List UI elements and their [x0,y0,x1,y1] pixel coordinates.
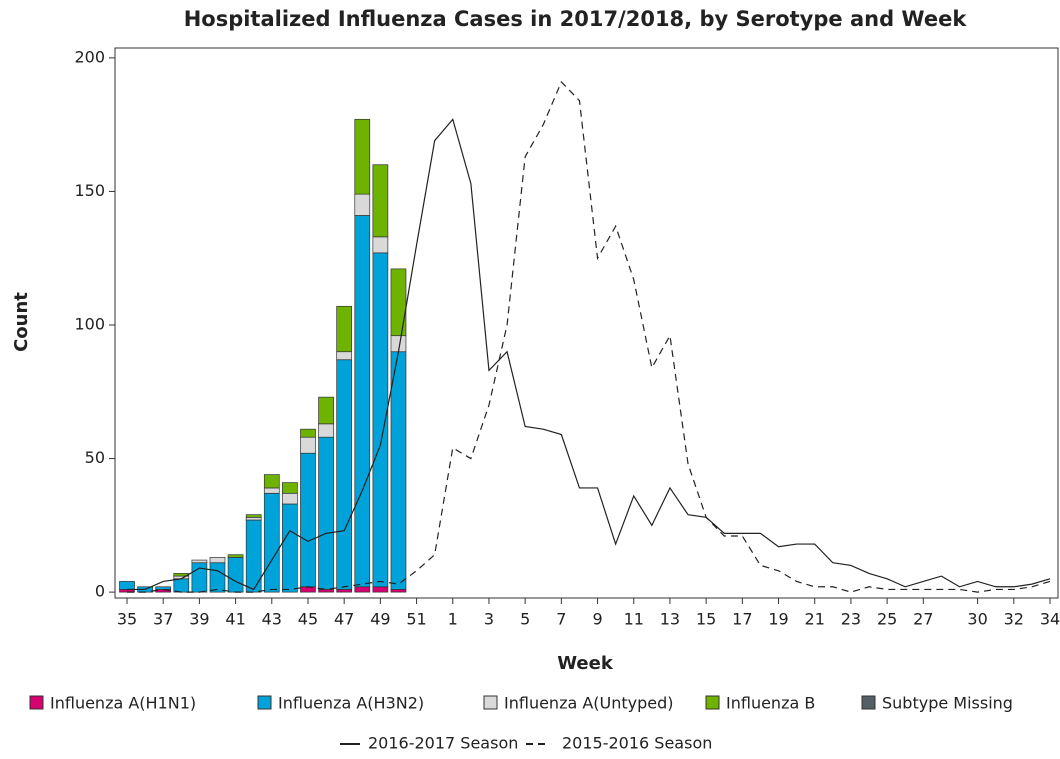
bar-segment [263,492,280,593]
x-tick-label: 13 [660,610,680,629]
bar-segment [390,351,407,590]
bar-segment [282,482,298,494]
bar-segment [191,559,208,564]
bar-segment [318,423,334,438]
legend-label: Subtype Missing [882,694,1013,713]
x-tick-label: 45 [298,610,318,629]
legend-label: Influenza A(H1N1) [50,694,196,713]
y-tick-label: 50 [85,448,105,467]
bar-segment [336,351,353,361]
legend-label: 2015-2016 Season [562,734,712,753]
x-tick-label: 7 [556,610,566,629]
bar-segment [390,268,407,337]
x-tick-label: 47 [334,610,354,629]
x-tick-label: 19 [768,610,788,629]
legend-swatch [257,695,272,710]
y-tick-label: 100 [74,315,105,334]
bar-segment [191,562,208,593]
bar-segment [372,236,389,254]
plot-frame [114,47,1059,599]
bar-segment [245,516,262,521]
bar-segment [318,436,334,590]
bar-segment [282,492,298,505]
x-tick-label: 34 [1040,610,1060,629]
bar-segment [300,428,316,438]
x-tick-label: 27 [913,610,933,629]
chart-title: Hospitalized Influenza Cases in 2017/201… [184,7,968,31]
x-tick-label: 5 [520,610,530,629]
bar-segment [372,586,389,593]
x-tick-label: 32 [1004,610,1024,629]
x-tick-label: 17 [732,610,752,629]
x-tick-label: 1 [448,610,458,629]
x-tick-label: 49 [370,610,390,629]
legend-label: 2016-2017 Season [368,734,518,753]
legend-label: Influenza B [726,694,815,713]
x-tick-label: 15 [696,610,716,629]
x-tick-label: 21 [805,610,825,629]
x-tick-label: 39 [189,610,209,629]
bar-segment [209,557,226,564]
bar-segment [263,487,280,494]
bar-segment [318,396,334,425]
bar-segment [354,215,371,588]
x-tick-label: 30 [967,610,987,629]
bar-segment [227,554,244,558]
legend-label: Influenza A(H3N2) [278,694,424,713]
legend-label: Influenza A(Untyped) [504,694,674,713]
x-tick-label: 3 [484,610,494,629]
x-tick-label: 51 [406,610,426,629]
bar-segment [209,562,226,593]
x-tick-label: 23 [841,610,861,629]
bar-segment [354,586,371,593]
x-tick-label: 43 [262,610,282,629]
legend-swatch [861,695,876,710]
bar-segment [119,581,135,590]
legend-swatch [29,695,44,710]
bar-segment [300,452,316,588]
bar-segment [354,118,371,195]
bar-segment [390,589,407,593]
x-axis-label: Week [557,653,614,674]
y-tick-label: 200 [74,47,105,66]
legend-swatch [483,695,498,710]
y-tick-label: 150 [74,181,105,200]
x-tick-label: 9 [592,610,602,629]
x-tick-label: 41 [225,610,245,629]
y-axis-label: Count [11,292,32,352]
bar-segment [354,193,371,216]
bar-segment [300,436,316,454]
bar-segment [227,557,244,593]
legend-swatch [705,695,720,710]
bar-segment [336,359,353,590]
bar-segment [336,305,353,353]
x-tick-label: 37 [153,610,173,629]
bar-segment [245,514,262,518]
x-tick-label: 25 [877,610,897,629]
y-tick-label: 0 [95,582,105,601]
bar-segment [263,474,280,489]
x-tick-label: 35 [117,610,137,629]
bar-segment [372,164,389,238]
x-tick-label: 11 [624,610,644,629]
line [127,118,1051,591]
bar-segment [336,589,353,593]
bar-segment [318,589,334,593]
bar-segment [300,586,316,593]
bar-segment [282,503,298,593]
bar-segment [173,578,190,593]
